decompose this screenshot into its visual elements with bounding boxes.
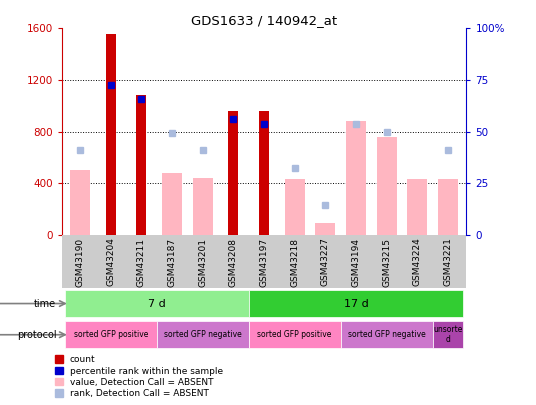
Text: GSM43218: GSM43218 <box>290 237 299 286</box>
Bar <box>407 179 427 235</box>
Bar <box>438 179 458 235</box>
Bar <box>193 178 213 235</box>
Text: GSM43221: GSM43221 <box>443 237 452 286</box>
Text: sorted GFP positive: sorted GFP positive <box>73 330 148 339</box>
Text: protocol: protocol <box>17 330 56 340</box>
Bar <box>340 321 433 348</box>
Text: 7 d: 7 d <box>148 298 166 309</box>
Bar <box>65 321 157 348</box>
Text: time: time <box>34 298 56 309</box>
Text: sorted GFP negative: sorted GFP negative <box>164 330 242 339</box>
Bar <box>249 321 340 348</box>
Bar <box>65 290 249 317</box>
Bar <box>70 171 90 235</box>
Title: GDS1633 / 140942_at: GDS1633 / 140942_at <box>191 14 337 27</box>
Text: GSM43208: GSM43208 <box>229 237 238 286</box>
Text: GSM43211: GSM43211 <box>137 237 146 286</box>
Bar <box>249 290 463 317</box>
Text: GSM43215: GSM43215 <box>382 237 391 286</box>
Text: 17 d: 17 d <box>344 298 368 309</box>
Bar <box>433 321 463 348</box>
Bar <box>137 96 146 235</box>
Text: GSM43194: GSM43194 <box>352 237 360 286</box>
Text: GSM43190: GSM43190 <box>76 237 85 287</box>
Bar <box>346 122 366 235</box>
Text: GSM43187: GSM43187 <box>168 237 176 287</box>
Text: GSM43227: GSM43227 <box>321 237 330 286</box>
Bar <box>377 137 397 235</box>
Legend: count, percentile rank within the sample, value, Detection Call = ABSENT, rank, : count, percentile rank within the sample… <box>55 355 223 398</box>
Text: GSM43197: GSM43197 <box>259 237 269 287</box>
Bar <box>228 111 238 235</box>
Text: GSM43224: GSM43224 <box>413 237 422 286</box>
Bar <box>315 223 335 235</box>
Bar <box>285 179 304 235</box>
Text: GSM43204: GSM43204 <box>106 237 115 286</box>
Text: unsorte
d: unsorte d <box>433 325 463 344</box>
Bar <box>157 321 249 348</box>
Text: sorted GFP positive: sorted GFP positive <box>257 330 332 339</box>
Bar <box>259 111 269 235</box>
Text: sorted GFP negative: sorted GFP negative <box>348 330 426 339</box>
Bar <box>162 173 182 235</box>
Text: GSM43201: GSM43201 <box>198 237 207 286</box>
Bar <box>106 34 116 235</box>
